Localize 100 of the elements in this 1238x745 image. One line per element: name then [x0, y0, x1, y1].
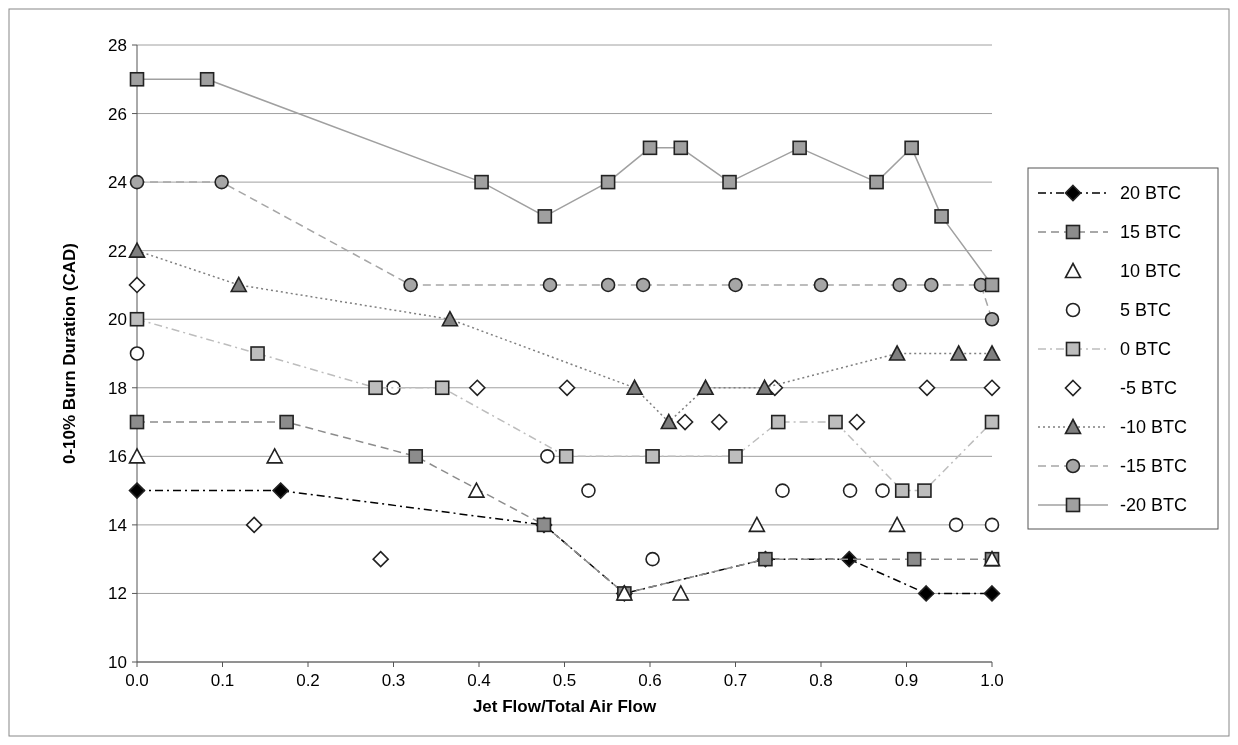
x-tick-label: 0.5 [552, 671, 577, 690]
point [230, 276, 248, 293]
point [888, 516, 906, 533]
x-tick-label: 0.9 [894, 671, 919, 690]
y-axis-title: 0-10% Burn Duration (CAD) [60, 242, 79, 465]
legend-label: 15 BTC [1120, 222, 1182, 243]
point [408, 449, 424, 464]
point [672, 585, 690, 601]
point [756, 379, 773, 396]
point [904, 140, 919, 156]
point [368, 380, 383, 396]
point [948, 517, 964, 533]
point [770, 414, 786, 430]
x-tick-label: 1.0 [980, 671, 1004, 690]
legend-label: 5 BTC [1120, 300, 1172, 321]
point [129, 71, 145, 87]
point [537, 209, 553, 224]
point [642, 140, 658, 156]
point [984, 414, 1000, 430]
point [403, 277, 418, 293]
point [728, 277, 743, 293]
point [540, 449, 555, 464]
point [645, 449, 660, 464]
point [842, 483, 858, 498]
y-tick-label: 14 [108, 515, 127, 535]
point [272, 482, 289, 499]
y-tick-label: 10 [108, 652, 127, 672]
point [676, 413, 694, 431]
y-tick-label: 24 [108, 173, 127, 193]
point [245, 516, 263, 534]
point [906, 551, 922, 567]
y-tick-label: 16 [108, 447, 127, 467]
point [673, 140, 689, 156]
point [748, 516, 766, 533]
legend-label: -5 BTC [1120, 378, 1178, 399]
x-tick-label: 0.2 [296, 671, 320, 690]
y-tick-label: 26 [108, 104, 127, 124]
point [869, 174, 884, 190]
x-tick-label: 0.4 [467, 671, 491, 690]
point [468, 379, 486, 397]
x-tick-label: 0.3 [381, 671, 406, 690]
point [983, 585, 1001, 602]
point [983, 379, 1001, 397]
point [894, 483, 910, 498]
legend-label: 0 BTC [1120, 339, 1172, 360]
point [813, 277, 829, 293]
point [697, 379, 714, 396]
point [214, 174, 229, 190]
point [728, 449, 743, 464]
legend-label: -10 BTC [1120, 417, 1188, 438]
legend-label: -20 BTC [1120, 495, 1188, 516]
legend-label: 10 BTC [1120, 261, 1182, 282]
point [441, 310, 459, 327]
point [468, 482, 485, 498]
x-axis-title: Jet Flow/Total Air Flow [472, 697, 657, 716]
point [558, 449, 574, 464]
point [635, 277, 651, 293]
point [558, 379, 576, 397]
point [722, 174, 737, 190]
point [710, 413, 728, 431]
point [128, 482, 146, 499]
point [581, 483, 596, 498]
x-tick-label: 0.1 [210, 671, 235, 690]
point [660, 413, 678, 430]
y-tick-label: 20 [108, 310, 127, 330]
x-tick-label: 0.6 [638, 671, 662, 690]
y-tick-label: 28 [108, 35, 127, 55]
point [250, 346, 265, 361]
point [950, 345, 967, 361]
point [199, 71, 215, 87]
point [626, 379, 643, 396]
point [434, 380, 450, 396]
point [645, 551, 660, 567]
point [474, 174, 489, 190]
point [129, 346, 145, 361]
point [129, 414, 145, 430]
point [848, 413, 866, 431]
point [542, 277, 558, 293]
point [775, 483, 790, 498]
point [128, 242, 146, 258]
point [828, 414, 843, 430]
point [279, 414, 294, 430]
x-tick-label: 0.8 [809, 671, 833, 690]
point [984, 311, 1000, 327]
legend-label: 20 BTC [1120, 183, 1182, 204]
point [129, 174, 145, 190]
point [892, 277, 907, 293]
point [129, 311, 145, 327]
point [984, 517, 1000, 533]
y-tick-label: 18 [108, 378, 127, 398]
point [983, 345, 1001, 361]
point [917, 585, 935, 602]
point [888, 345, 906, 361]
x-tick-label: 0.0 [125, 671, 149, 690]
point [600, 174, 616, 190]
y-tick-label: 22 [108, 241, 127, 261]
point [875, 483, 890, 498]
point [386, 380, 401, 396]
legend-label: -15 BTC [1120, 456, 1188, 477]
point [924, 277, 939, 293]
